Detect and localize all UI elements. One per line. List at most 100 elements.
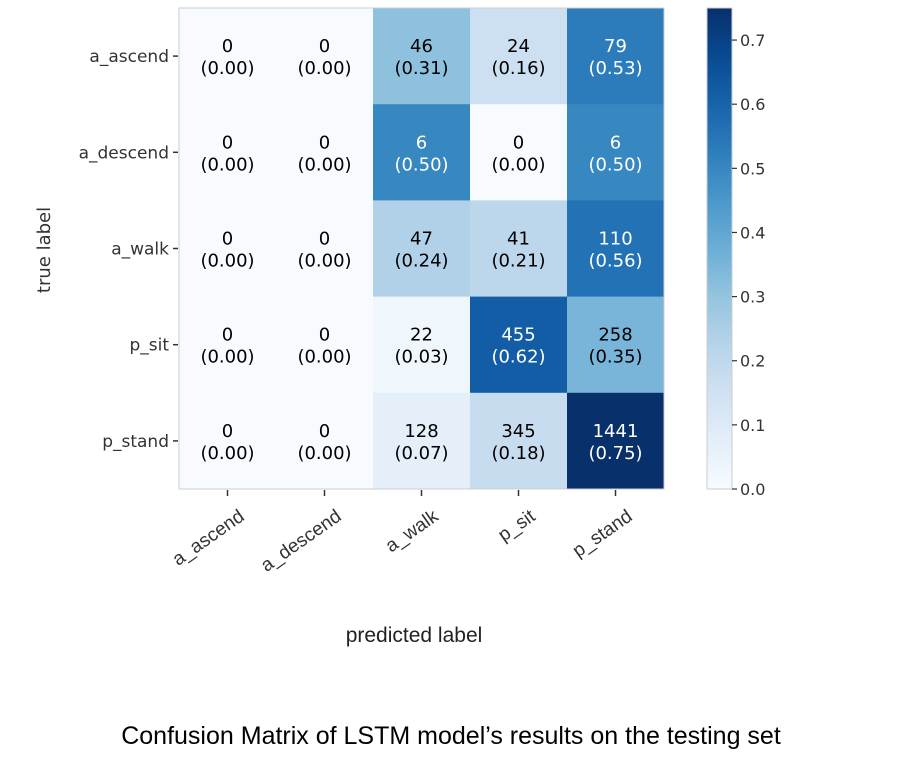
cell-ratio-label: (0.24) [394,251,448,272]
cell-ratio-label: (0.31) [394,58,448,79]
cell-ratio-label: (0.18) [491,443,545,464]
cell-count-label: 0 [319,132,330,153]
y-tick-label: a_walk [111,240,169,260]
cell-count-label: 0 [319,229,330,250]
heatmap-cell [373,392,471,490]
heatmap-cell [276,104,374,201]
plot-frame [178,7,665,490]
x-axis-label: predicted label [346,624,483,647]
y-tick-label: p_stand [102,432,169,452]
heatmap-cell [276,296,374,394]
cell-ratio-label: (0.50) [394,154,448,175]
y-tick-label: a_ascend [89,47,169,67]
heatmap-cell [567,296,665,394]
cell-ratio-label: (0.00) [200,443,254,464]
heatmap-cell [470,104,568,201]
cell-ratio-label: (0.00) [200,251,254,272]
cell-count-label: 128 [404,421,438,442]
heatmap-cell [567,392,665,490]
cell-count-label: 455 [501,325,535,346]
cell-count-label: 6 [416,132,427,153]
heatmap-cell [567,8,665,105]
cell-ratio-label: (0.50) [588,154,642,175]
cell-count-label: 0 [513,132,524,153]
cell-count-label: 0 [222,325,233,346]
cell-count-label: 1441 [593,421,639,442]
cell-count-label: 0 [319,421,330,442]
cell-ratio-label: (0.53) [588,58,642,79]
colorbar-tick-label: 0.1 [740,416,765,435]
cell-count-label: 41 [507,229,530,250]
x-tick-label: a_descend [257,506,345,577]
cell-ratio-label: (0.00) [297,154,351,175]
colorbar [706,7,733,490]
heatmap-cell [373,200,471,298]
heatmap-cell [373,104,471,201]
heatmap-cell [179,392,277,490]
heatmap-cells: 0(0.00)0(0.00)46(0.31)24(0.16)79(0.53)0(… [179,8,665,490]
heatmap-cell [470,392,568,490]
heatmap-cell [470,296,568,394]
heatmap-cell [179,104,277,201]
cell-ratio-label: (0.00) [297,347,351,368]
cell-count-label: 0 [222,36,233,57]
cell-ratio-label: (0.56) [588,251,642,272]
colorbar-tick-label: 0.4 [740,223,765,242]
cell-count-label: 46 [410,36,433,57]
heatmap-cell [179,200,277,298]
heatmap-cell [567,104,665,201]
confusion-matrix-chart: 0(0.00)0(0.00)46(0.31)24(0.16)79(0.53)0(… [34,7,765,647]
figure-caption: Confusion Matrix of LSTM model’s results… [121,722,781,750]
heatmap-cell [276,8,374,105]
heatmap-cell [373,8,471,105]
cell-ratio-label: (0.03) [394,347,448,368]
colorbar-tick-label: 0.0 [740,480,765,499]
cell-ratio-label: (0.00) [200,58,254,79]
cell-ratio-label: (0.00) [200,347,254,368]
cell-count-label: 79 [604,36,627,57]
cell-count-label: 345 [501,421,535,442]
heatmap-cell [470,8,568,105]
y-axis-ticks: a_ascend a_descend a_walk p_sit p_stand [79,47,178,452]
heatmap-cell [179,8,277,105]
x-tick-label: p_stand [569,506,636,562]
cell-ratio-label: (0.00) [297,58,351,79]
heatmap-cell [179,296,277,394]
heatmap-cell [276,392,374,490]
x-tick-label: a_walk [382,506,443,557]
cell-count-label: 47 [410,229,433,250]
cell-ratio-label: (0.00) [297,443,351,464]
cell-count-label: 0 [319,325,330,346]
cell-count-label: 6 [610,132,621,153]
cell-ratio-label: (0.62) [491,347,545,368]
heatmap-cell [567,200,665,298]
x-tick-label: a_ascend [169,506,249,570]
colorbar-tick-label: 0.2 [740,352,765,371]
cell-count-label: 0 [319,36,330,57]
colorbar-tick-label: 0.7 [740,31,765,50]
heatmap-cell [373,296,471,394]
colorbar-ticks: 0.0 0.1 0.2 0.3 0.4 0.5 0.6 0.7 [732,31,765,499]
cell-count-label: 0 [222,132,233,153]
y-tick-label: p_sit [129,336,169,356]
cell-count-label: 22 [410,325,433,346]
cell-ratio-label: (0.75) [588,443,642,464]
heatmap-cell [470,200,568,298]
x-tick-label: p_sit [494,505,540,546]
cell-ratio-label: (0.00) [491,154,545,175]
cell-count-label: 110 [598,229,632,250]
colorbar-tick-label: 0.5 [740,159,765,178]
cell-ratio-label: (0.00) [297,251,351,272]
cell-ratio-label: (0.00) [200,154,254,175]
cell-count-label: 24 [507,36,530,57]
cell-count-label: 258 [598,325,632,346]
colorbar-tick-label: 0.6 [740,95,765,114]
cell-ratio-label: (0.35) [588,347,642,368]
cell-count-label: 0 [222,229,233,250]
cell-count-label: 0 [222,421,233,442]
y-axis-label: true label [34,207,55,293]
cell-ratio-label: (0.21) [491,251,545,272]
x-axis-ticks: a_ascend a_descend a_walk p_sit p_stand [169,490,636,577]
colorbar-tick-label: 0.3 [740,288,765,307]
cell-ratio-label: (0.16) [491,58,545,79]
